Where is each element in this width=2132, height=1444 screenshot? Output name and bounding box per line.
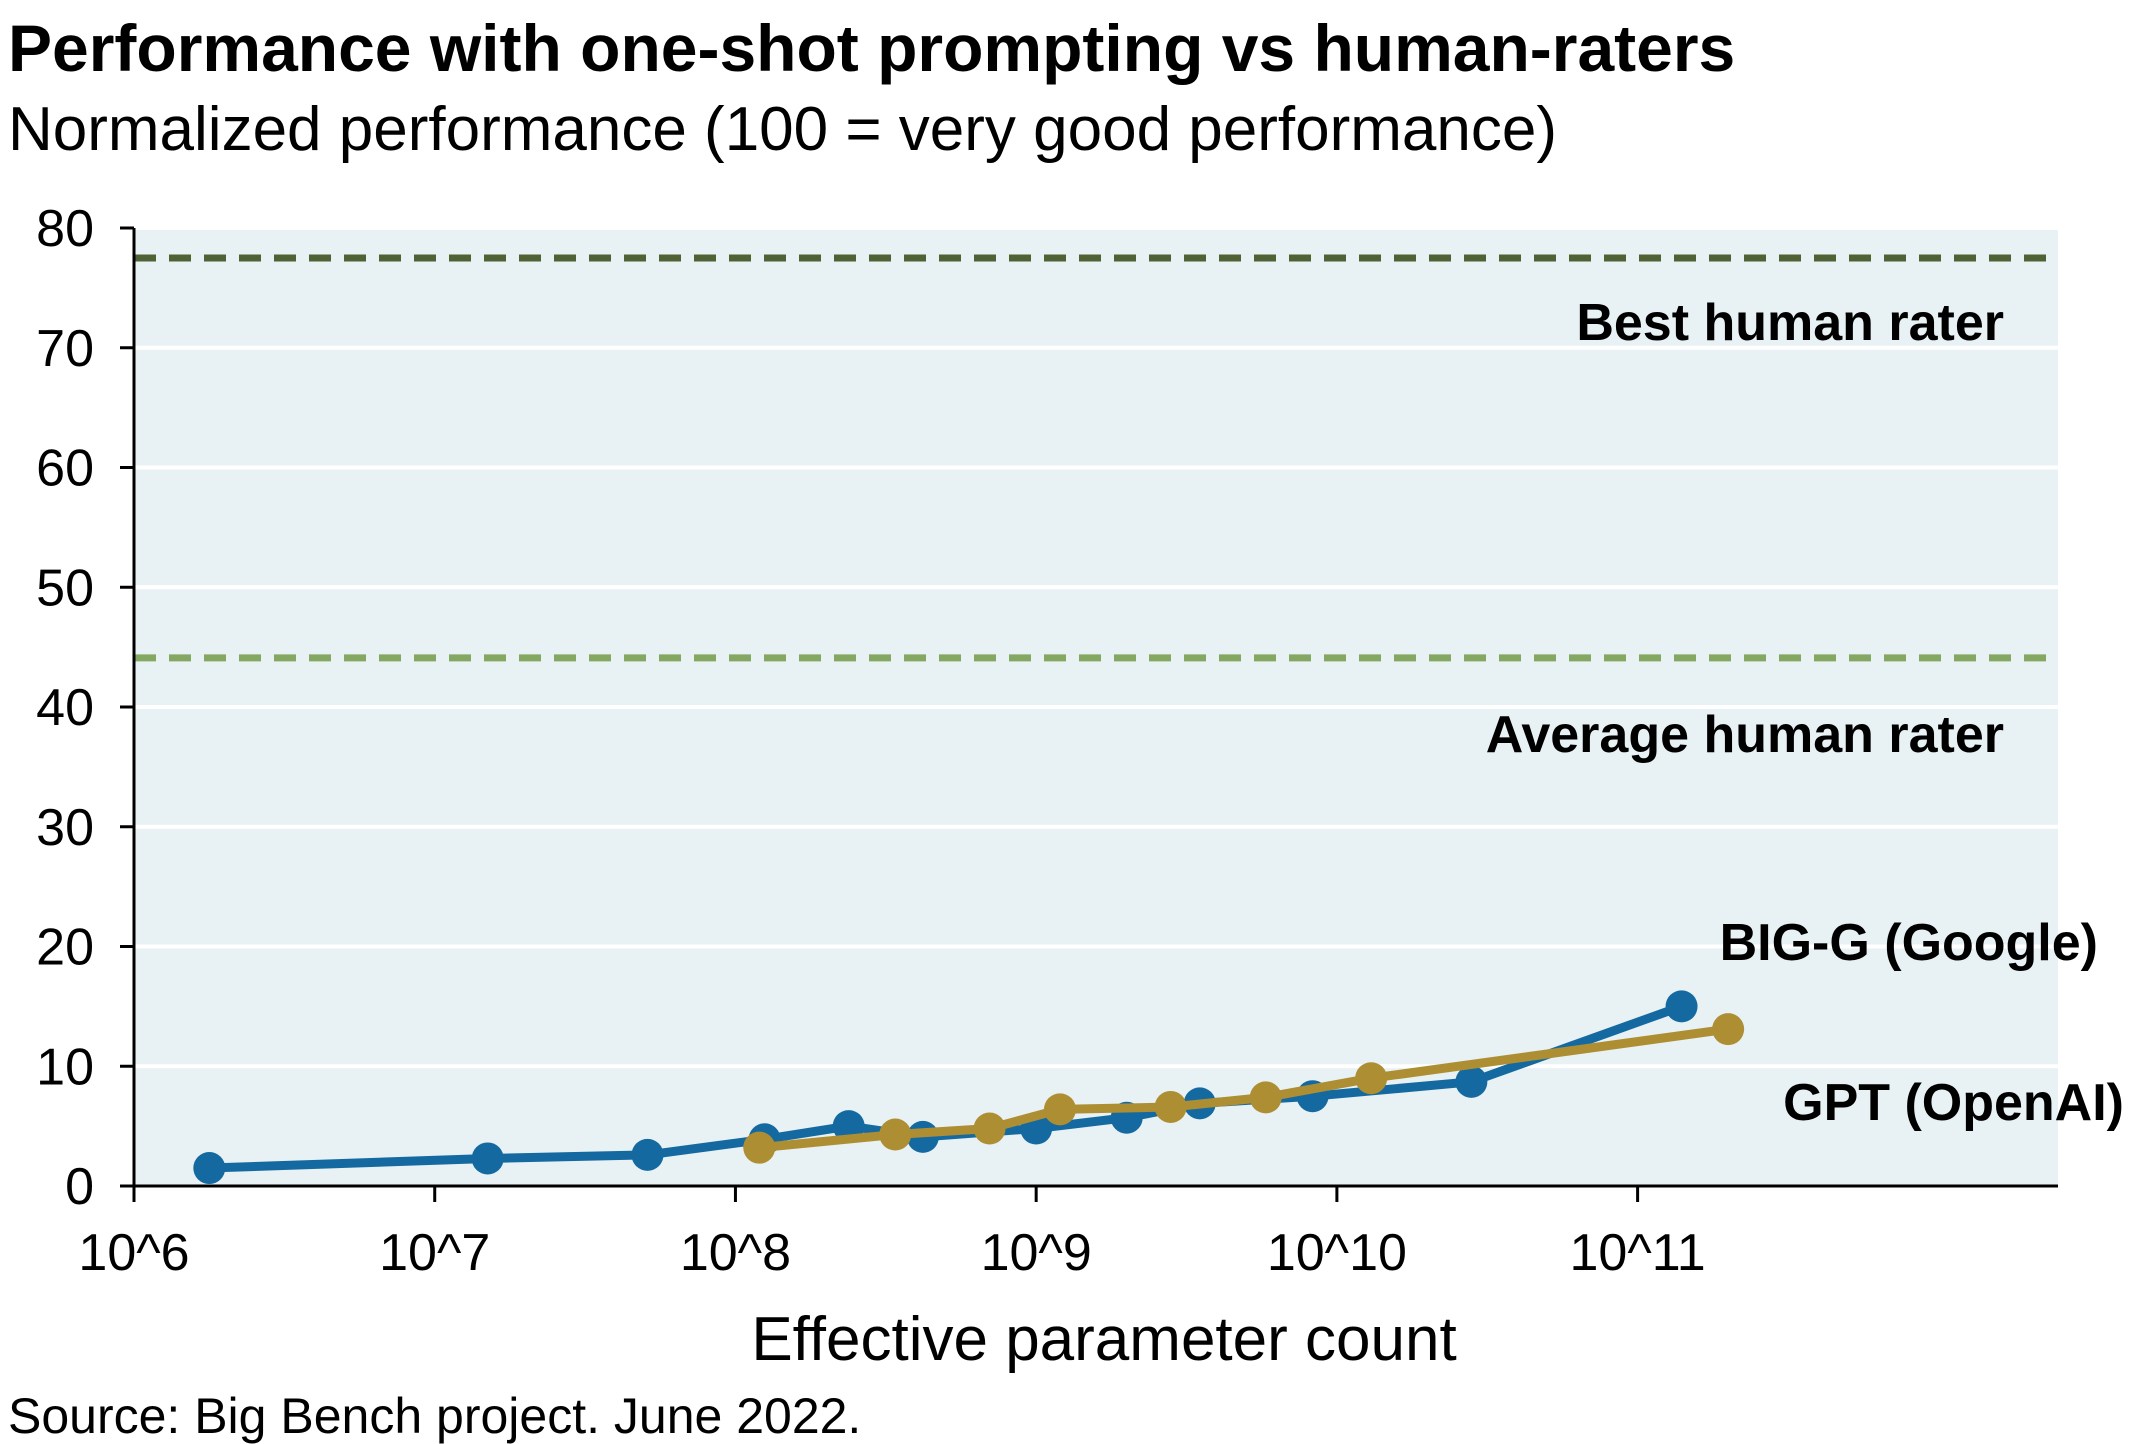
- y-tick-label: 20: [36, 919, 94, 977]
- data-point: [1455, 1065, 1488, 1098]
- chart-title: Performance with one-shot prompting vs h…: [8, 11, 1736, 85]
- x-tick-label: 10^8: [680, 1224, 791, 1282]
- data-point: [1665, 990, 1698, 1023]
- data-point: [471, 1142, 504, 1175]
- x-axis-ticks: 10^6 10^7 10^8 10^9 10^10 10^11: [78, 1186, 1706, 1282]
- reference-line-label: Average human rater: [1486, 706, 2004, 764]
- data-point: [1249, 1081, 1282, 1114]
- y-tick-label: 40: [36, 679, 94, 737]
- x-tick-label: 10^7: [379, 1224, 490, 1282]
- x-axis-label: Effective parameter count: [751, 1305, 1456, 1374]
- data-point: [1712, 1013, 1745, 1046]
- reference-lines: Best human rater Average human rater: [134, 254, 2058, 764]
- y-tick-label: 80: [36, 200, 94, 258]
- y-tick-label: 0: [65, 1158, 94, 1216]
- series-labels: BIG-G (Google) GPT (OpenAI): [1720, 914, 2124, 1132]
- data-point: [1043, 1093, 1076, 1126]
- x-tick-label: 10^6: [78, 1224, 189, 1282]
- data-point: [631, 1138, 664, 1171]
- data-point: [1154, 1090, 1187, 1123]
- y-tick-label: 10: [36, 1038, 94, 1096]
- series: [193, 990, 1745, 1185]
- gridlines: [134, 226, 2058, 1069]
- x-tick-label: 10^11: [1569, 1224, 1705, 1282]
- chart-subtitle: Normalized performance (100 = very good …: [8, 95, 1558, 164]
- y-axis-ticks: 0 10 20 30 40 50 60 70 80: [36, 200, 134, 1216]
- data-point: [973, 1112, 1006, 1145]
- series-label-big-g: BIG-G (Google): [1720, 914, 2098, 972]
- source-note: Source: Big Bench project. June 2022.: [8, 1388, 862, 1444]
- x-tick-label: 10^9: [981, 1224, 1092, 1282]
- y-tick-label: 50: [36, 559, 94, 617]
- data-point: [879, 1118, 912, 1151]
- data-point: [193, 1152, 226, 1185]
- y-tick-label: 70: [36, 320, 94, 378]
- y-tick-label: 60: [36, 440, 94, 498]
- series-group: [743, 1013, 1745, 1164]
- x-tick-label: 10^10: [1267, 1224, 1407, 1282]
- data-point: [1355, 1062, 1388, 1095]
- reference-line-label: Best human rater: [1576, 294, 2004, 352]
- series-label-gpt: GPT (OpenAI): [1783, 1074, 2124, 1132]
- y-tick-label: 30: [36, 799, 94, 857]
- data-point: [743, 1131, 776, 1164]
